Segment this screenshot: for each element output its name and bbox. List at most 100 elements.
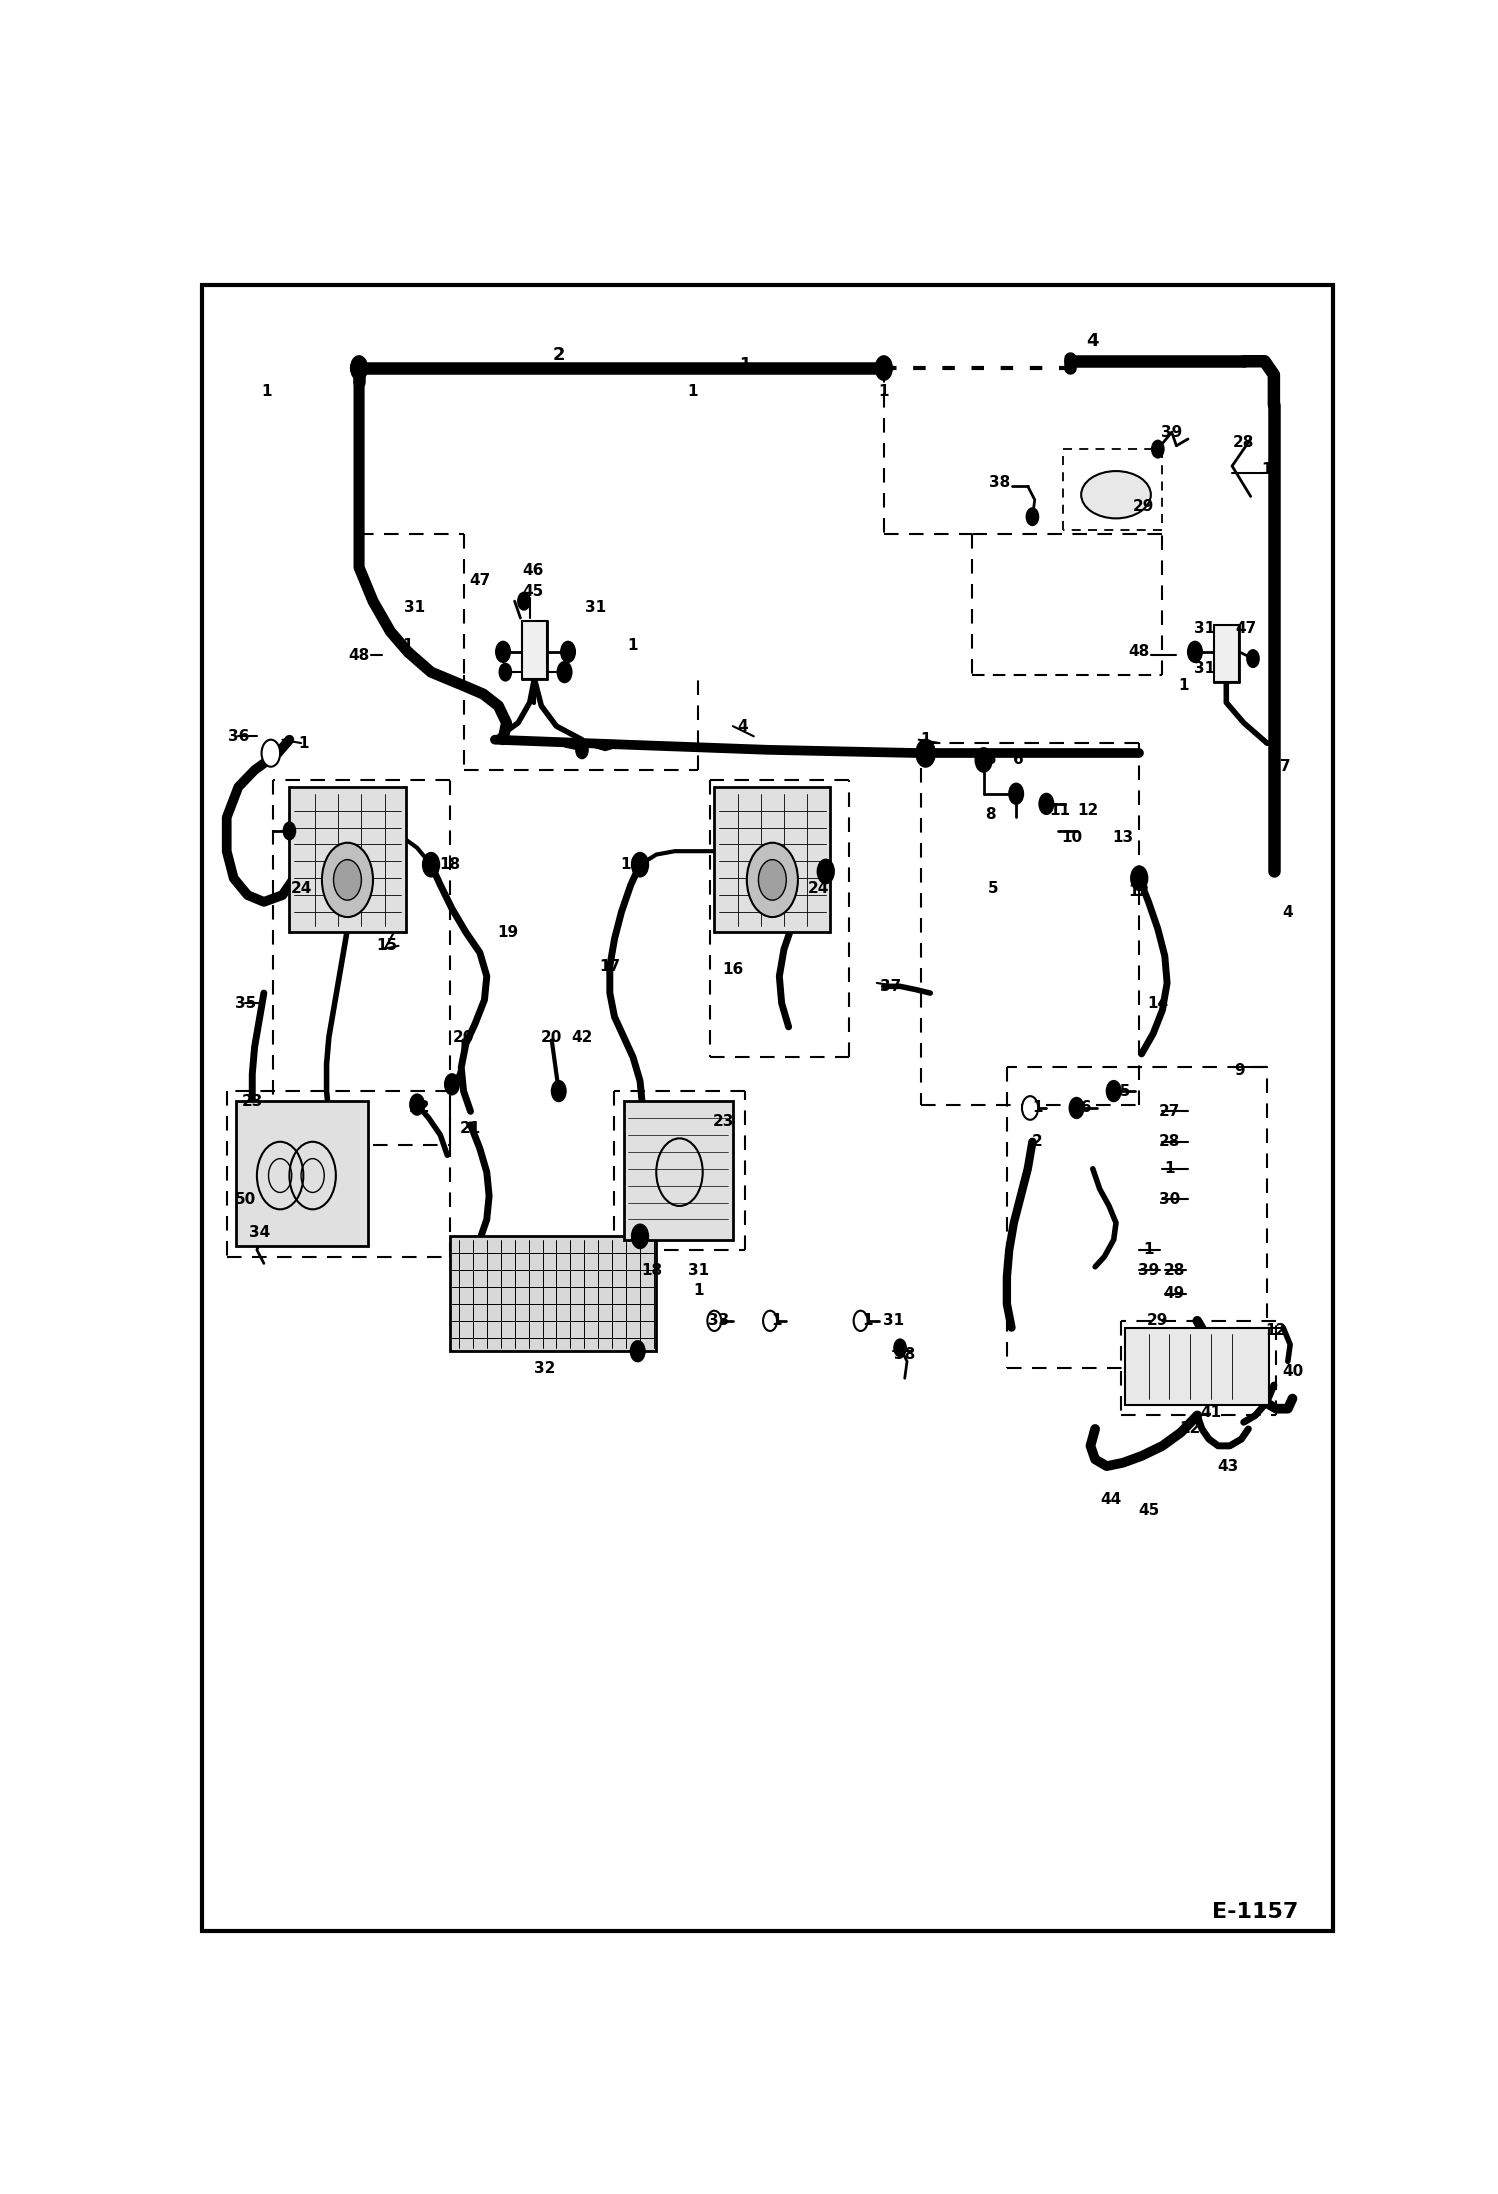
FancyBboxPatch shape [715,788,830,932]
Text: 1: 1 [1261,463,1272,476]
Circle shape [917,739,935,766]
Text: 1: 1 [298,735,309,750]
Text: 18: 18 [620,858,641,873]
Text: 2: 2 [1032,1134,1043,1150]
Text: 1: 1 [1143,1242,1153,1257]
Circle shape [818,860,834,884]
Text: 23: 23 [713,1115,734,1130]
Circle shape [577,742,587,759]
Text: 12: 12 [1128,884,1150,900]
Text: 18: 18 [439,858,460,873]
Text: 29: 29 [1132,498,1155,513]
Text: 8: 8 [986,807,996,821]
Text: 45: 45 [523,584,544,599]
Circle shape [632,853,649,878]
Text: 20: 20 [541,1029,562,1044]
Ellipse shape [1082,472,1150,518]
Text: 35: 35 [235,996,256,1011]
Text: 1: 1 [688,384,698,399]
Text: 31: 31 [882,1314,903,1327]
Text: 1: 1 [692,1283,704,1299]
Text: 13: 13 [1113,829,1134,845]
Circle shape [557,663,572,682]
Text: 11: 11 [1050,803,1071,818]
Text: 44: 44 [1101,1492,1122,1507]
Circle shape [748,842,798,917]
Text: 7: 7 [1281,759,1291,774]
Circle shape [1131,867,1147,891]
Text: 1: 1 [1164,1161,1174,1176]
Circle shape [1248,649,1258,667]
Circle shape [894,1338,906,1356]
Text: 4: 4 [1086,331,1100,351]
Text: 1: 1 [878,384,890,399]
Text: 39: 39 [1161,426,1182,439]
Circle shape [422,853,439,878]
Text: 10: 10 [1061,829,1083,845]
Text: 4: 4 [737,720,748,733]
Text: 23: 23 [241,1095,264,1108]
Text: 12: 12 [1266,1323,1287,1338]
Circle shape [762,1310,777,1332]
Text: 31: 31 [1194,621,1215,636]
Text: 1: 1 [863,1314,873,1327]
Circle shape [283,823,295,840]
Text: 32: 32 [535,1360,556,1376]
Text: 37: 37 [881,979,902,994]
Circle shape [499,663,511,680]
Text: 47: 47 [1236,621,1257,636]
Circle shape [334,860,361,900]
Circle shape [551,1082,566,1101]
Text: 1: 1 [403,638,413,652]
Text: 20: 20 [452,1029,475,1044]
Circle shape [1070,1097,1083,1119]
Text: 38: 38 [989,476,1011,491]
Text: 5: 5 [987,880,998,895]
Text: 1: 1 [261,384,271,399]
Text: 21: 21 [460,1121,481,1136]
Text: 1: 1 [771,1314,782,1327]
Circle shape [975,748,992,772]
Text: 31: 31 [688,1264,709,1277]
Circle shape [1152,441,1164,459]
Text: 6: 6 [1013,753,1023,768]
Circle shape [1010,783,1023,803]
Text: E-1157: E-1157 [1212,1902,1299,1922]
Text: 25: 25 [1110,1084,1131,1099]
Text: 1: 1 [739,355,750,373]
Text: 43: 43 [1216,1459,1237,1474]
Text: 50: 50 [235,1191,256,1207]
Circle shape [445,1075,458,1095]
Text: 3: 3 [577,746,587,761]
Text: 1: 1 [920,733,930,748]
Text: 15: 15 [376,939,397,952]
Circle shape [1022,1097,1038,1119]
Circle shape [707,1310,722,1332]
Text: 18: 18 [641,1264,662,1277]
Text: 28: 28 [1159,1134,1180,1150]
Circle shape [854,1310,867,1332]
Text: 24: 24 [291,880,312,895]
Text: 31: 31 [404,601,425,614]
Text: 46: 46 [523,564,544,579]
Circle shape [758,860,786,900]
Text: 48: 48 [349,647,370,663]
Text: 40: 40 [1282,1365,1303,1380]
FancyBboxPatch shape [289,788,406,932]
Text: 5: 5 [986,753,996,768]
Text: 47: 47 [469,573,490,588]
FancyBboxPatch shape [237,1101,369,1246]
Text: 39: 39 [1138,1264,1159,1277]
Circle shape [562,641,575,663]
Text: 42: 42 [571,1029,593,1044]
Circle shape [410,1095,424,1115]
Circle shape [1040,794,1053,814]
FancyBboxPatch shape [623,1101,733,1240]
Text: 1: 1 [628,638,638,652]
Text: 17: 17 [599,959,620,974]
Text: 29: 29 [1147,1314,1168,1327]
Circle shape [632,1224,649,1248]
Text: 9: 9 [1234,1064,1245,1077]
Text: 27: 27 [1159,1104,1180,1119]
Circle shape [354,360,366,377]
